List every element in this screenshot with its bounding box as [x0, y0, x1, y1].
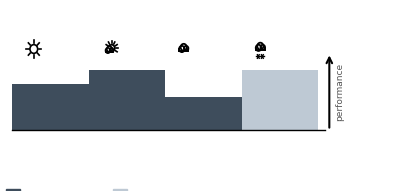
Circle shape: [110, 48, 114, 52]
Circle shape: [257, 43, 263, 50]
FancyBboxPatch shape: [179, 48, 189, 51]
Circle shape: [181, 44, 187, 51]
Bar: [88, 70, 165, 130]
Circle shape: [256, 45, 261, 51]
FancyBboxPatch shape: [106, 50, 114, 52]
Circle shape: [179, 46, 185, 52]
FancyBboxPatch shape: [256, 47, 265, 50]
Circle shape: [106, 48, 110, 53]
Legend: disco purple lens, green bad-weather lens: disco purple lens, green bad-weather len…: [6, 189, 240, 191]
Circle shape: [107, 46, 112, 52]
Bar: [242, 70, 318, 130]
Circle shape: [184, 46, 188, 51]
Circle shape: [260, 45, 265, 50]
Bar: [165, 97, 242, 130]
Text: performance: performance: [335, 62, 344, 121]
Bar: [12, 84, 88, 130]
